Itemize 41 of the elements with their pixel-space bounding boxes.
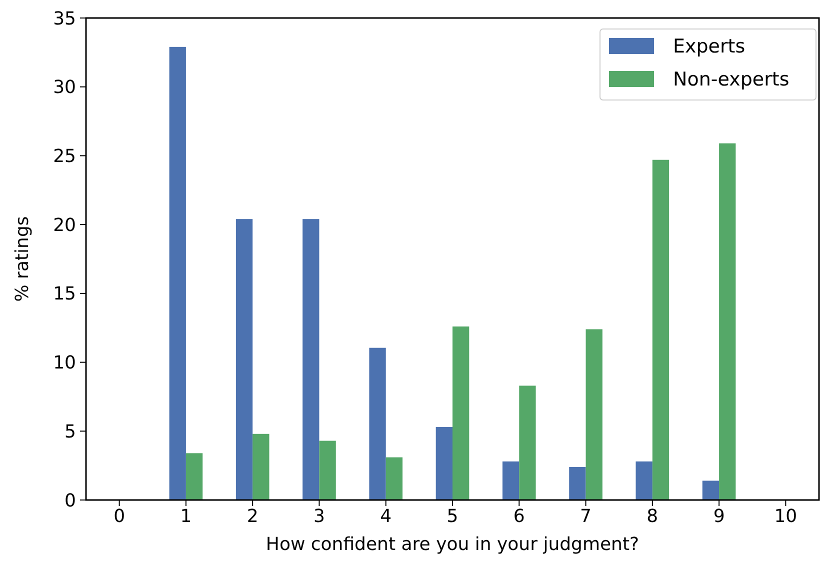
y-tick-label: 5	[64, 421, 76, 442]
legend-label: Experts	[673, 36, 746, 58]
x-tick-label: 6	[513, 506, 525, 527]
y-tick-label: 10	[53, 352, 76, 374]
y-tick-label: 20	[53, 214, 76, 236]
bar	[319, 440, 336, 500]
bar	[569, 466, 586, 500]
y-axis-title: % ratings	[12, 216, 33, 302]
x-tick-label: 3	[314, 506, 325, 527]
x-tick-label: 7	[580, 506, 592, 527]
y-tick-label: 15	[53, 284, 76, 305]
x-tick-label: 8	[646, 506, 658, 527]
bar	[719, 143, 736, 500]
x-tick-label: 5	[446, 506, 458, 527]
x-tick-label: 9	[713, 506, 725, 527]
bar	[386, 457, 403, 500]
bar	[169, 46, 186, 500]
x-tick-label: 4	[380, 506, 392, 527]
x-tick-label: 0	[114, 506, 126, 527]
y-tick-label: 35	[53, 8, 76, 30]
bar	[652, 160, 670, 500]
bar	[502, 461, 520, 500]
y-tick-label: 25	[53, 146, 76, 168]
bar	[302, 219, 320, 500]
bar	[452, 326, 470, 500]
bar	[236, 219, 253, 500]
bar	[519, 386, 536, 500]
x-tick-label: 2	[246, 506, 258, 527]
y-tick-label: 30	[53, 77, 76, 98]
bar	[186, 453, 203, 500]
bar	[252, 434, 270, 500]
bar	[702, 480, 720, 500]
x-axis-title: How confident are you in your judgment?	[266, 534, 640, 555]
x-tick-label: 10	[774, 506, 798, 527]
bar	[369, 348, 386, 500]
x-tick-label: 1	[180, 506, 192, 527]
bar	[586, 329, 602, 500]
bar	[436, 427, 452, 500]
legend-label: Non-experts	[673, 68, 790, 91]
bar	[636, 461, 652, 500]
y-tick-label: 0	[64, 490, 76, 512]
